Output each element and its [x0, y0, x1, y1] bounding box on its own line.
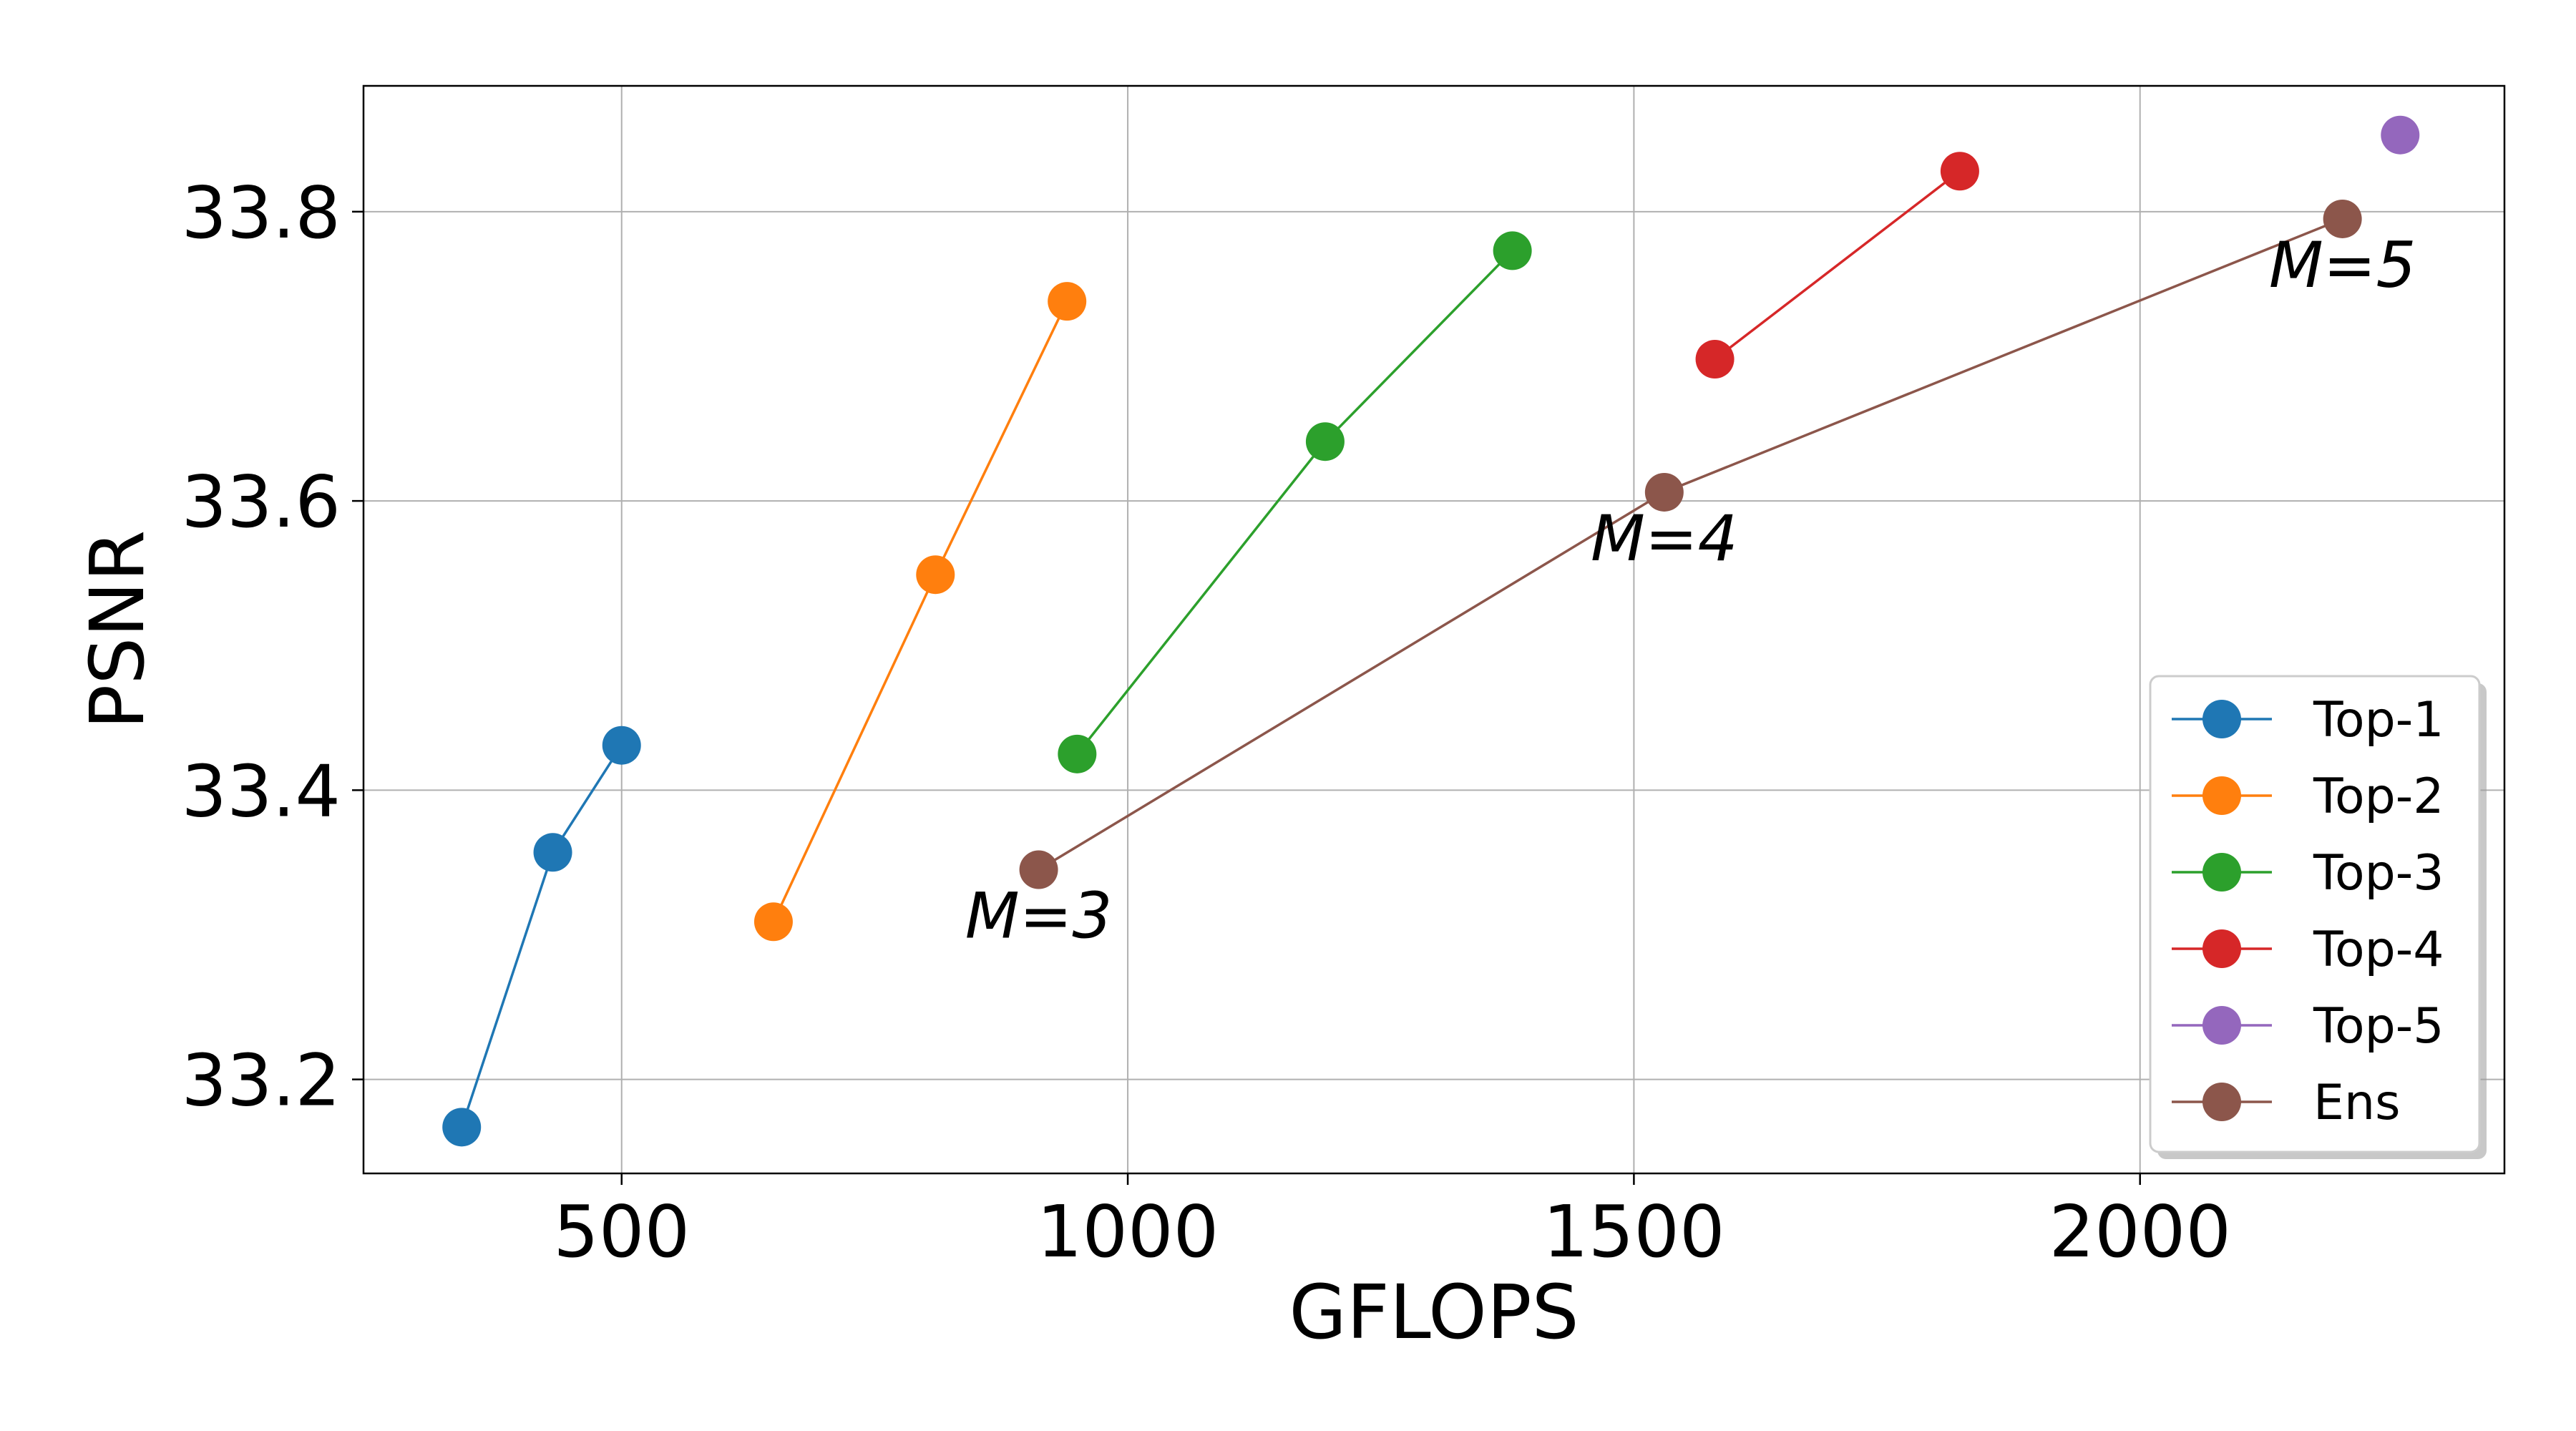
y-tick-label: 33.4 [181, 749, 341, 833]
y-tick-label: 33.8 [181, 171, 341, 255]
legend-entry-top-1: Top-1 [2172, 692, 2444, 748]
legend-label: Ens [2313, 1075, 2401, 1131]
data-point-top-1 [533, 833, 572, 872]
legend-label: Top-5 [2313, 998, 2444, 1055]
data-point-top-3 [1493, 231, 1532, 270]
series-top-1 [442, 726, 641, 1147]
data-point-top-2 [916, 555, 955, 595]
x-axis-label: GFLOPS [1289, 1269, 1579, 1356]
data-point-top-2 [1048, 282, 1087, 321]
plot-frame [362, 84, 2506, 1175]
legend-marker [2202, 1006, 2241, 1045]
y-axis-label: PSNR [74, 530, 161, 730]
x-tick-label: 1000 [1037, 1190, 1219, 1274]
series-top-5 [2381, 115, 2420, 155]
legend-entry-top-3: Top-3 [2172, 845, 2444, 902]
legend-label: Top-2 [2313, 768, 2444, 825]
data-point-top-3 [1058, 734, 1097, 773]
series-top-2 [753, 282, 1087, 942]
legend-marker [2202, 853, 2241, 892]
data-point-top-4 [1940, 152, 1979, 191]
x-tick-label: 500 [553, 1190, 690, 1274]
legend-entry-ens: Ens [2172, 1075, 2401, 1131]
legend-marker [2202, 929, 2241, 968]
series-top-4 [1695, 152, 1979, 379]
series-top-3 [1058, 231, 1532, 773]
legend-entry-top-4: Top-4 [2172, 922, 2444, 978]
ticks: 500 1000 1500 2000 33.2 33.4 33.6 33.8 [181, 171, 2231, 1274]
data-point-top-2 [753, 902, 793, 942]
data-point-top-3 [1305, 422, 1345, 461]
grid [364, 86, 2504, 1173]
legend-marker [2202, 776, 2241, 815]
legend-label: Top-3 [2313, 845, 2444, 902]
x-tick-label: 2000 [2049, 1190, 2231, 1274]
legend-entry-top-5: Top-5 [2172, 998, 2444, 1055]
legend-entry-top-2: Top-2 [2172, 768, 2444, 825]
legend-label: Top-1 [2313, 692, 2444, 748]
legend-marker [2202, 1083, 2241, 1121]
y-tick-label: 33.2 [181, 1039, 341, 1123]
data-point-top-1 [602, 726, 641, 765]
data-point-ens [1019, 850, 1058, 889]
annotation-label: M=4 [1591, 502, 1738, 575]
data-point-ens [1644, 472, 1684, 512]
series-layer [442, 115, 2420, 1147]
data-point-top-1 [442, 1108, 482, 1147]
legend-label: Top-4 [2313, 922, 2444, 978]
data-point-ens [2323, 199, 2362, 238]
legend: Top-1 Top-2 Top-3 Top-4 Top-5 Ens [2149, 675, 2487, 1159]
data-point-top-5 [2381, 115, 2420, 155]
series-ens [1019, 199, 2362, 889]
annotation-label: M=5 [2269, 228, 2416, 302]
x-tick-label: 1500 [1543, 1190, 1725, 1274]
y-tick-label: 33.6 [181, 460, 341, 544]
legend-marker [2202, 700, 2241, 738]
data-point-top-4 [1695, 340, 1735, 379]
series-line-top-4 [1714, 170, 1961, 361]
annotation-label: M=3 [965, 879, 1113, 953]
annotations: M=3 M=4 M=5 [965, 228, 2416, 953]
